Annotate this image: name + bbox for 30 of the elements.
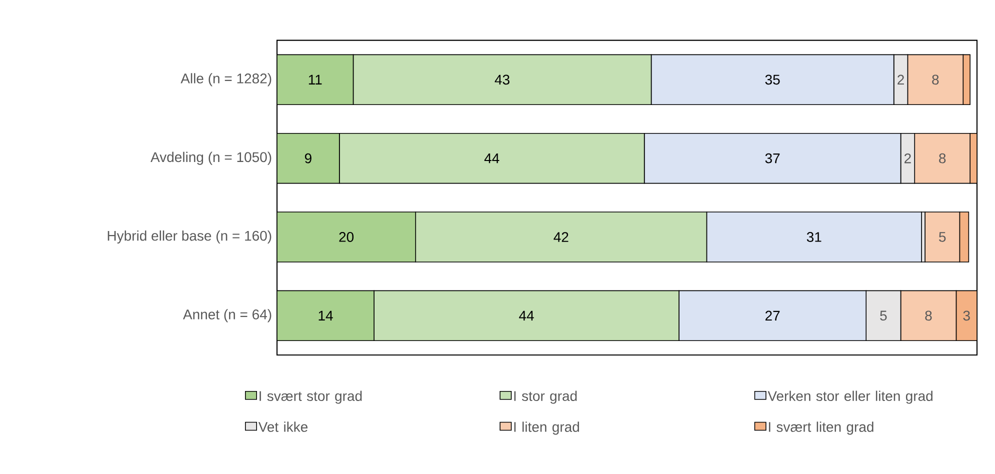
legend-label: I stor grad xyxy=(514,390,577,404)
legend-label: I svært liten grad xyxy=(768,422,874,435)
legend-label: Verken stor eller liten grad xyxy=(768,390,932,404)
data-label: 37 xyxy=(765,153,780,164)
legend-label: Vet ikke xyxy=(258,422,308,432)
data-label: 31 xyxy=(806,232,822,242)
data-label: 44 xyxy=(484,154,500,164)
data-label: 9 xyxy=(304,153,312,164)
data-label: 27 xyxy=(765,310,780,321)
data-label: 5 xyxy=(880,310,887,321)
legend-label: I svært stor grad xyxy=(260,390,362,404)
data-label: 44 xyxy=(519,310,534,320)
data-label: 11 xyxy=(308,74,322,84)
data-label: 8 xyxy=(939,153,946,164)
data-label: 43 xyxy=(494,74,510,85)
legend-label: I liten grad xyxy=(514,422,579,435)
data-label: 2 xyxy=(898,74,904,85)
data-label: 35 xyxy=(765,74,780,85)
y-tick-label: Alle (n = 1282) xyxy=(180,73,272,86)
y-tick-label: Avdeling (n = 1050) xyxy=(150,152,272,165)
data-label: 42 xyxy=(554,232,568,242)
data-label: 20 xyxy=(339,232,354,242)
y-tick-label: Annet (n = 64) xyxy=(182,309,272,322)
data-label: 2 xyxy=(904,153,911,164)
data-label: 3 xyxy=(963,310,970,321)
data-label: 14 xyxy=(318,310,333,320)
data-label: 5 xyxy=(939,232,946,242)
data-label: 8 xyxy=(932,74,939,85)
y-tick-label: Hybrid eller base (n = 160) xyxy=(108,230,272,244)
data-label: 8 xyxy=(925,310,932,321)
